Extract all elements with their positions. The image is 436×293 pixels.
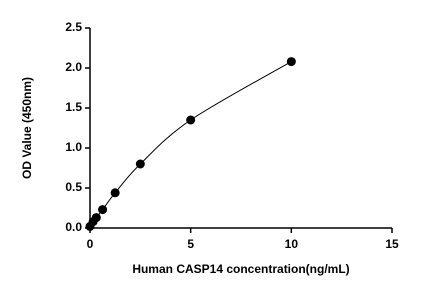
point bbox=[110, 188, 120, 198]
x-axis-title: Human CASP14 concentration(ng/mL) bbox=[132, 262, 349, 276]
y-axis-title: OD Value (450nm) bbox=[20, 77, 34, 179]
point bbox=[98, 205, 108, 215]
point bbox=[91, 213, 101, 223]
y-tick-label: 2.5 bbox=[65, 20, 82, 34]
x-tick-label: 5 bbox=[187, 237, 194, 251]
x-tick-label: 15 bbox=[385, 237, 399, 251]
point bbox=[186, 115, 196, 125]
fit-curve bbox=[89, 61, 292, 227]
y-tick-label: 0.5 bbox=[65, 180, 82, 194]
y-tick-label: 1.5 bbox=[65, 100, 82, 114]
point bbox=[286, 57, 296, 67]
y-tick-label: 2.0 bbox=[65, 60, 82, 74]
point bbox=[135, 159, 145, 169]
y-tick-label: 0.0 bbox=[65, 220, 82, 234]
y-tick-label: 1.0 bbox=[65, 140, 82, 154]
x-tick-label: 10 bbox=[285, 237, 299, 251]
x-tick-label: 0 bbox=[87, 237, 94, 251]
